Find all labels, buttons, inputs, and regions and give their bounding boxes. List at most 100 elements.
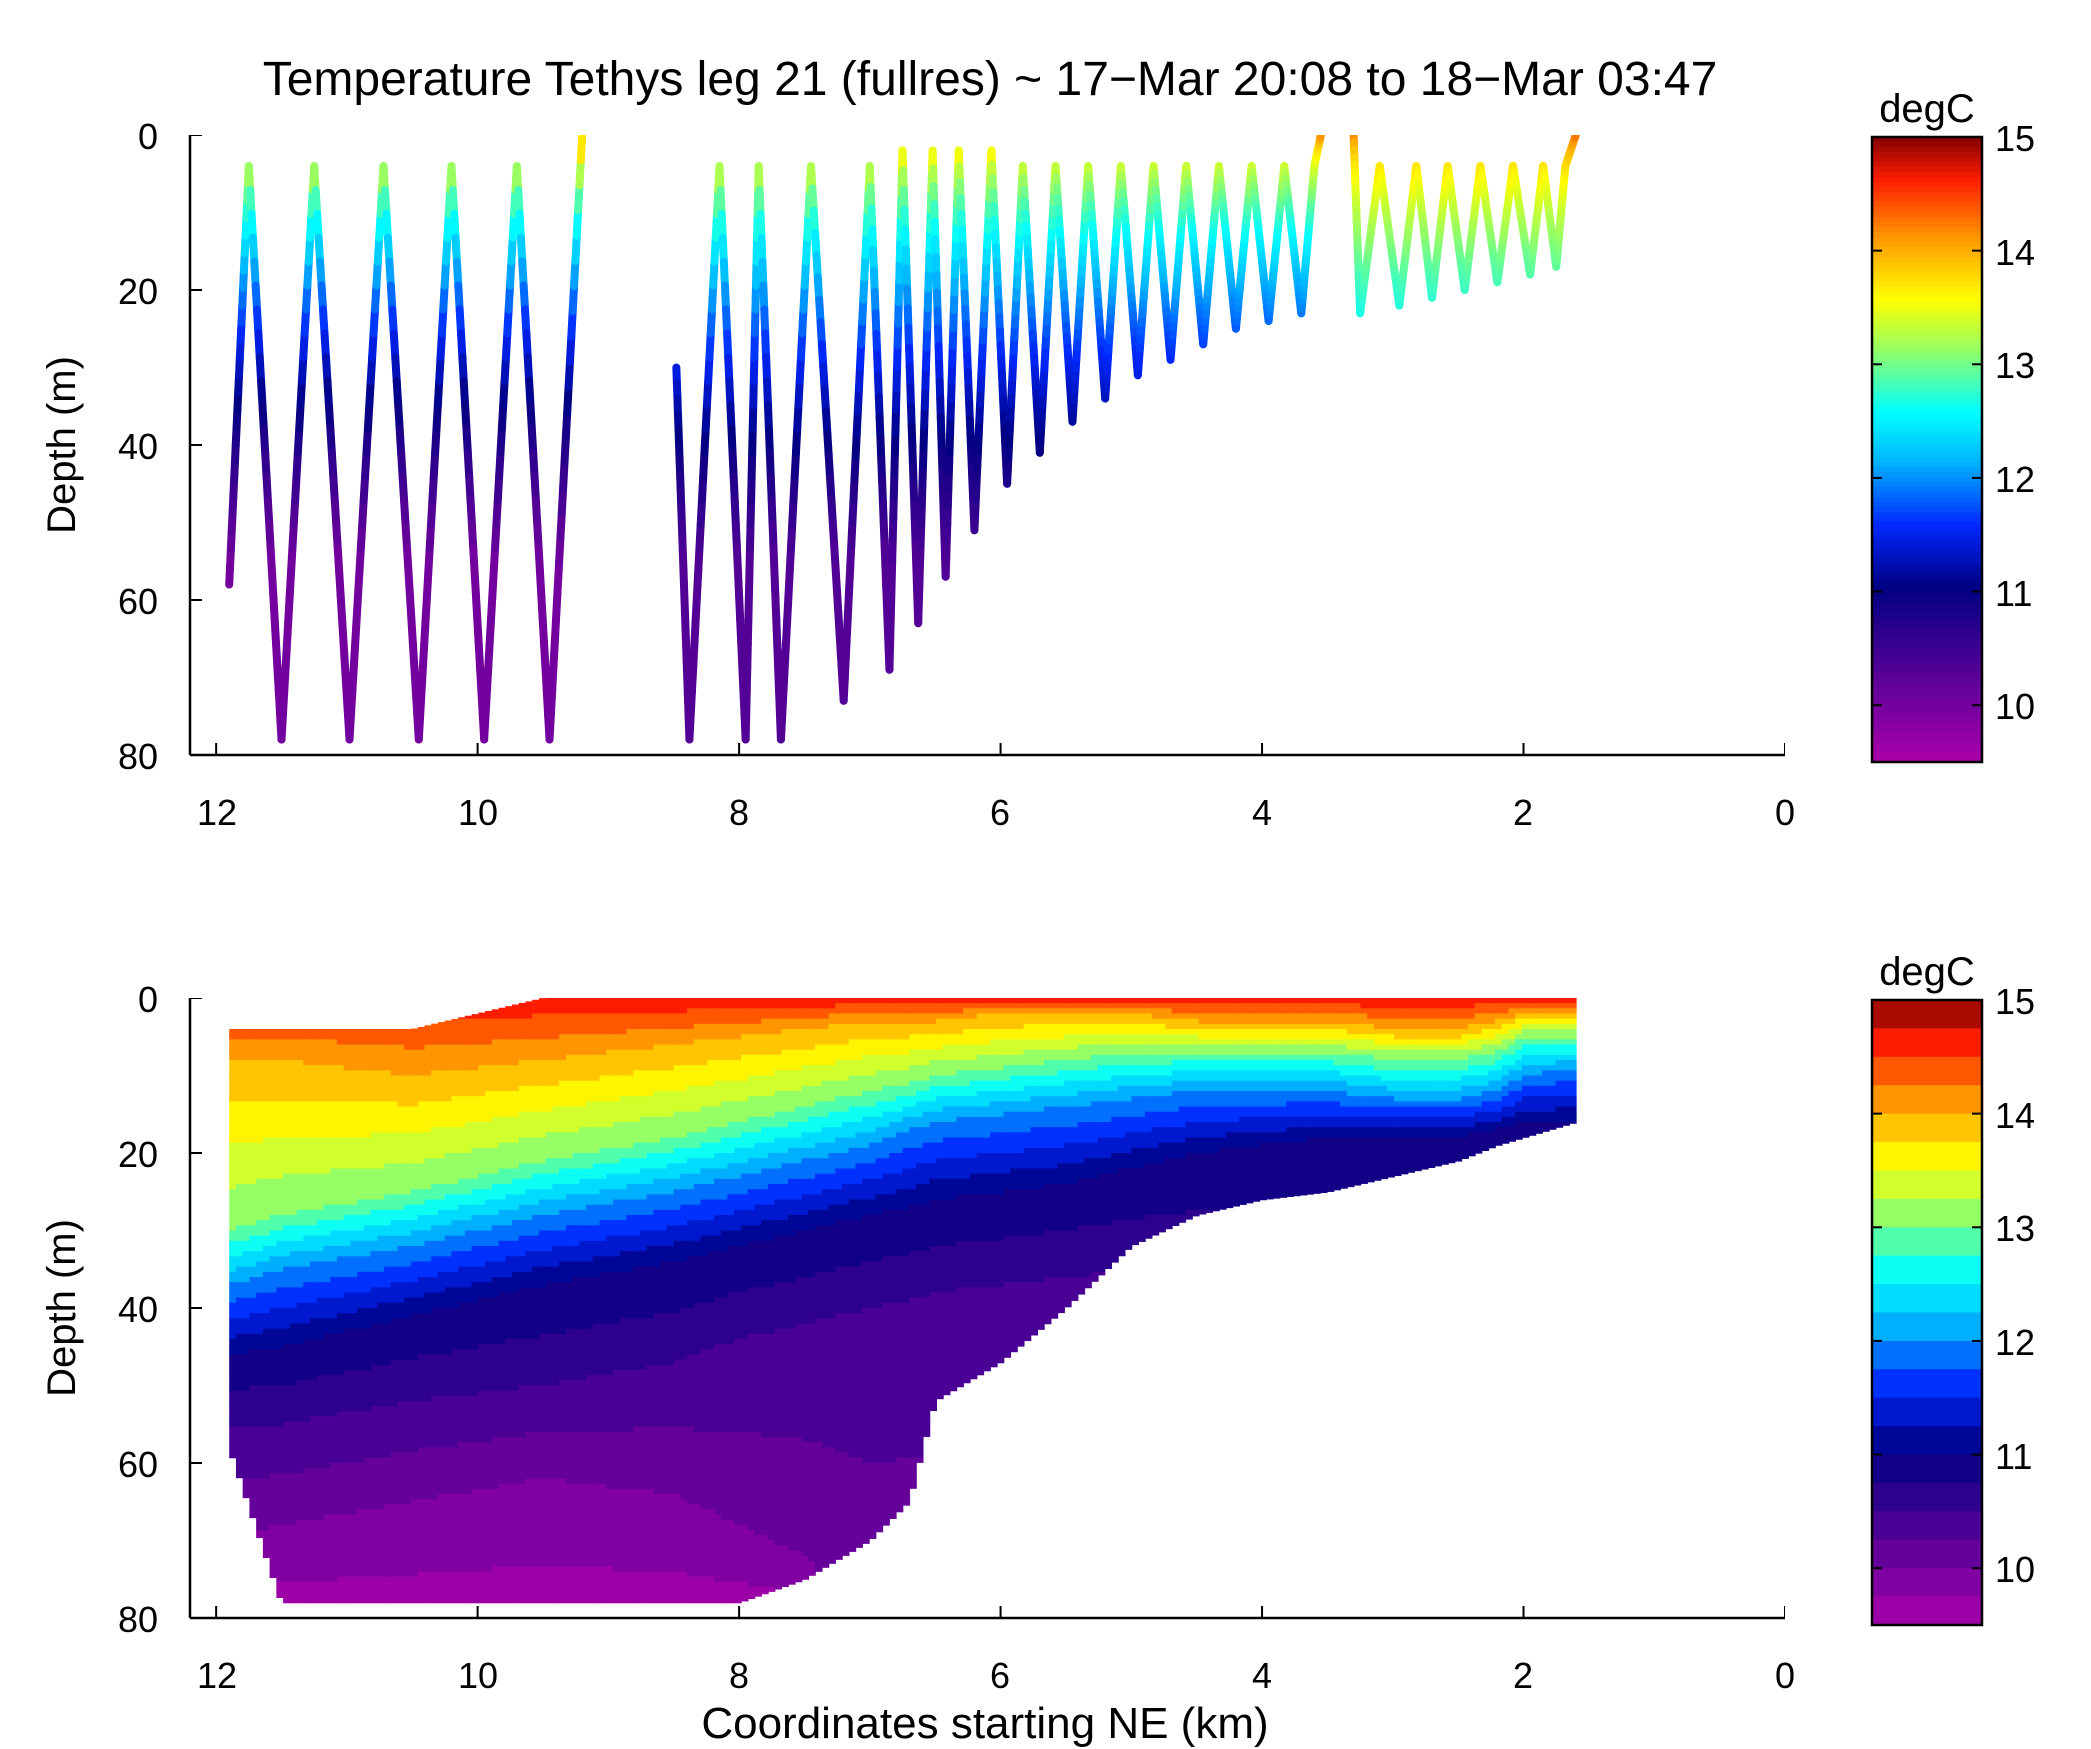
contour-cell <box>411 1535 419 1542</box>
contour-cell <box>229 1344 237 1351</box>
contour-cell <box>384 1426 392 1433</box>
contour-cell <box>310 1519 318 1526</box>
contour-cell <box>377 1101 385 1108</box>
contour-cell <box>384 1556 392 1562</box>
contour-cell <box>424 1514 433 1521</box>
contour-cell <box>296 1282 305 1289</box>
top-y-axis: 0 20 40 60 80 Depth (m) <box>40 116 192 777</box>
profile-segment <box>549 634 559 668</box>
contour-cell <box>363 1411 372 1418</box>
contour-cell <box>276 1049 284 1056</box>
contour-cell <box>363 1060 372 1066</box>
contour-cell <box>411 1442 419 1449</box>
contour-cell <box>229 1401 237 1407</box>
contour-cell <box>390 1457 399 1464</box>
contour-cell <box>283 1339 291 1345</box>
contour-cell <box>404 1323 412 1330</box>
contour-cell <box>303 1184 311 1190</box>
contour-cell <box>276 1525 284 1531</box>
contour-cell <box>377 1416 385 1423</box>
contour-cell <box>343 1421 352 1428</box>
contour-cell <box>256 1437 264 1444</box>
contour-cell <box>256 1173 264 1180</box>
top-colorbar-tick-label: 13 <box>1995 345 2035 386</box>
contour-cell <box>229 1359 237 1366</box>
contour-cell <box>384 1421 392 1428</box>
contour-cell <box>296 1184 305 1190</box>
contour-cell <box>310 1581 318 1588</box>
contour-cell <box>411 1122 419 1128</box>
contour-cell <box>269 1147 278 1154</box>
contour-cell <box>343 1091 352 1097</box>
contour-cell <box>417 1220 426 1227</box>
contour-cell <box>330 1576 338 1583</box>
contour-cell <box>269 1323 278 1330</box>
contour-cell <box>235 1354 244 1361</box>
contour-cell <box>249 1375 257 1382</box>
contour-cell <box>289 1158 298 1165</box>
contour-cell <box>303 1261 311 1268</box>
contour-cell <box>384 1328 392 1335</box>
contour-cell <box>411 1132 419 1139</box>
contour-cell <box>397 1535 406 1542</box>
contour-cell <box>336 1597 345 1604</box>
contour-cell <box>249 1142 257 1149</box>
colorbar-step <box>1872 192 1982 198</box>
contour-cell <box>350 1075 358 1082</box>
contour-cell <box>350 1535 358 1542</box>
contour-cell <box>296 1256 305 1263</box>
contour-cell <box>303 1039 311 1046</box>
contour-cell <box>350 1483 358 1490</box>
top-x-tick-label: 12 <box>197 792 237 833</box>
contour-cell <box>276 1478 284 1485</box>
contour-cell <box>303 1266 311 1273</box>
colorbar-step <box>1872 612 1982 618</box>
contour-cell <box>249 1277 257 1283</box>
contour-cell <box>323 1271 332 1278</box>
contour-cell <box>316 1452 325 1459</box>
contour-cell <box>424 1452 433 1459</box>
contour-cell <box>323 1287 332 1294</box>
contour-cell <box>330 1328 338 1335</box>
colorbar-step <box>1872 707 1982 713</box>
contour-cell <box>363 1442 372 1449</box>
contour-cell <box>350 1442 358 1449</box>
contour-cell <box>229 1178 237 1185</box>
top-panel: 0 20 40 60 80 Depth (m) 12 10 8 6 4 2 0 … <box>40 87 2035 833</box>
contour-cell <box>249 1256 257 1263</box>
contour-cell <box>431 1240 439 1247</box>
contour-cell <box>390 1344 399 1351</box>
contour-cell <box>397 1478 406 1485</box>
contour-cell <box>269 1287 278 1294</box>
contour-cell <box>336 1437 345 1444</box>
contour-cell <box>330 1411 338 1418</box>
contour-cell <box>296 1333 305 1340</box>
contour-cell <box>316 1494 325 1500</box>
contour-cell <box>397 1333 406 1340</box>
contour-cell <box>370 1158 379 1165</box>
contour-cell <box>363 1447 372 1454</box>
contour-cell <box>330 1447 338 1454</box>
contour-cell <box>390 1065 399 1072</box>
contour-cell <box>384 1085 392 1092</box>
contour-cell <box>276 1065 284 1072</box>
contour-cell <box>289 1194 298 1201</box>
contour-cell <box>262 1354 271 1361</box>
contour-cell <box>370 1122 379 1128</box>
contour-cell <box>377 1085 385 1092</box>
contour-cell <box>431 1029 439 1035</box>
contour-cell <box>229 1147 237 1154</box>
contour-cell <box>363 1359 372 1366</box>
contour-cell <box>289 1416 298 1423</box>
contour-cell <box>296 1251 305 1258</box>
contour-cell <box>229 1406 237 1413</box>
contour-cell <box>357 1452 365 1459</box>
contour-cell <box>404 1452 412 1459</box>
contour-cell <box>357 1292 365 1299</box>
contour-cell <box>397 1576 406 1583</box>
contour-cell <box>303 1597 311 1604</box>
contour-cell <box>431 1370 439 1376</box>
contour-cell <box>411 1091 419 1097</box>
contour-cell <box>404 1390 412 1397</box>
contour-cell <box>262 1364 271 1371</box>
